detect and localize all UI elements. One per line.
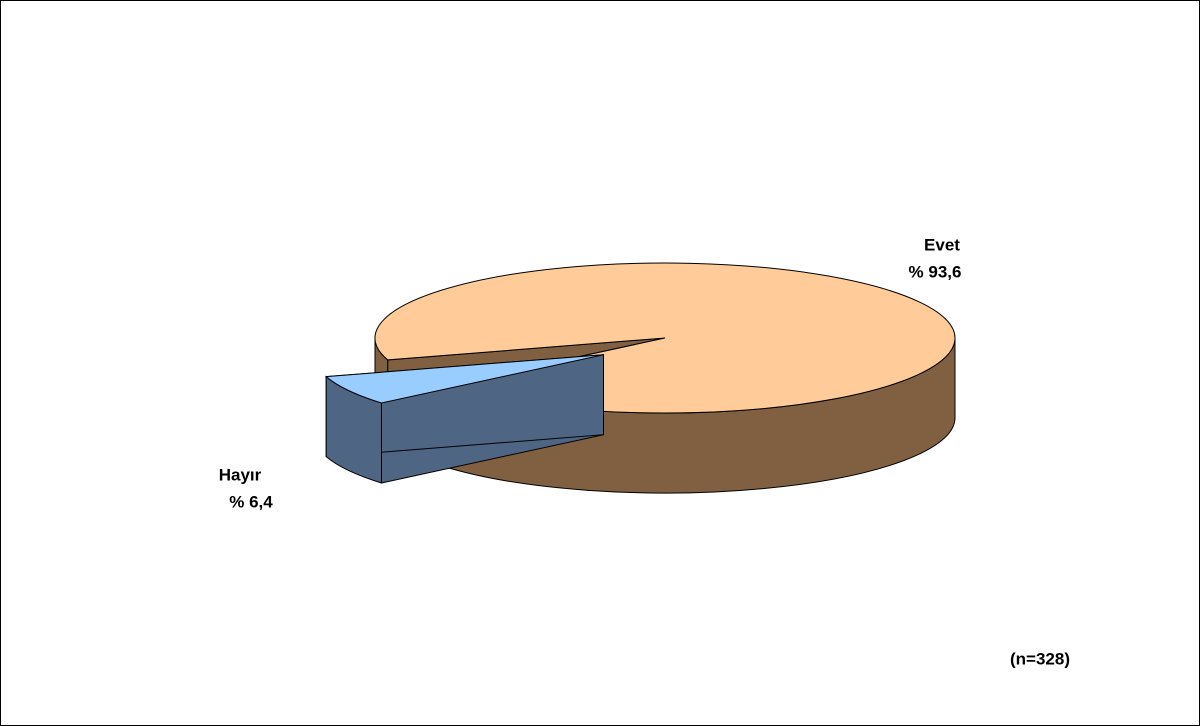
- pie: [324, 262, 956, 494]
- slice: [324, 354, 604, 404]
- slice-label: Hayır: [219, 465, 262, 484]
- value-label: % 93,6: [909, 262, 962, 281]
- value-label: % 6,4: [229, 492, 273, 511]
- slice-label: Evet: [924, 235, 960, 254]
- annotation: (n=328): [1010, 649, 1070, 668]
